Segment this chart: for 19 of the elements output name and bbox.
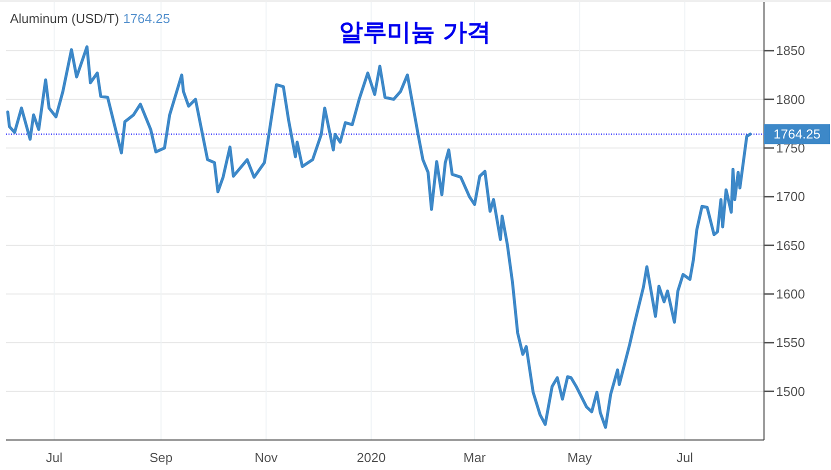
- x-tick-label: 2020: [356, 450, 386, 465]
- y-tick-label: 1850: [776, 43, 805, 58]
- x-tick-label: Nov: [254, 450, 278, 465]
- ref-line-label: 1764.25: [774, 126, 820, 142]
- y-tick-label: 1600: [776, 286, 805, 302]
- text: Aluminum (USD/T): [10, 11, 120, 26]
- line-series: [6, 45, 752, 429]
- y-tick-label: 1800: [776, 92, 805, 107]
- x-tick-label: Jul: [676, 450, 694, 465]
- y-tick-label: 1650: [776, 238, 805, 253]
- y-tick-label: 1500: [776, 384, 805, 399]
- x-tick-label: Sep: [149, 450, 173, 465]
- y-tick-label: 1700: [776, 189, 805, 204]
- text: 1764.25: [123, 11, 170, 26]
- text: 알루미늄 가격: [338, 17, 492, 46]
- x-tick-label: Mar: [463, 450, 486, 465]
- x-tick-label: May: [567, 450, 592, 465]
- y-tick-label: 1550: [776, 335, 805, 350]
- x-tick-label: Jul: [46, 450, 63, 465]
